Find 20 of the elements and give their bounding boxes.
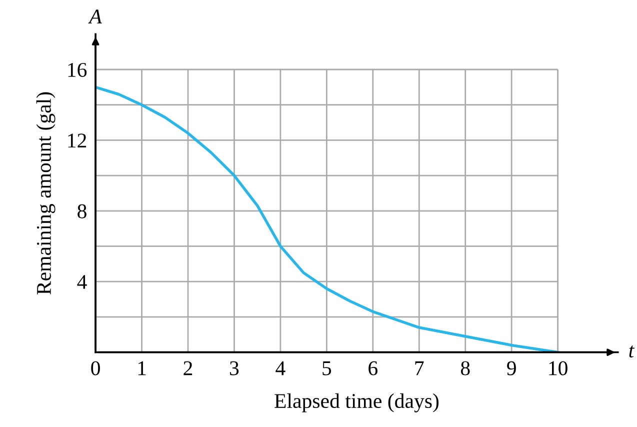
text: A xyxy=(88,10,102,24)
x-tick-label: 2 xyxy=(184,361,192,376)
line-series xyxy=(96,86,560,352)
x-axis-title: Elapsed time (days) xyxy=(274,393,439,412)
y-tick-label: 4 xyxy=(77,275,87,289)
x-tick-label: 4 xyxy=(276,361,286,376)
x-tick-label: 1 xyxy=(138,361,146,376)
y-tick-label: 16 xyxy=(68,62,87,77)
x-tick-label: 8 xyxy=(460,361,470,376)
text: t xyxy=(629,346,635,358)
x-tick-label: 3 xyxy=(230,361,239,376)
y-axis-title: Remaining amount (gal) xyxy=(36,92,56,294)
x-tick-label: 10 xyxy=(549,361,568,376)
x-tick-label: 9 xyxy=(507,361,516,376)
x-tick-label: 5 xyxy=(322,361,332,376)
x-tick-label: 6 xyxy=(368,361,378,376)
x-tick-label: 7 xyxy=(415,361,424,376)
x-tick-label: 0 xyxy=(91,361,100,376)
y-tick-label: 8 xyxy=(78,204,86,218)
y-tick-label: 12 xyxy=(68,134,86,148)
